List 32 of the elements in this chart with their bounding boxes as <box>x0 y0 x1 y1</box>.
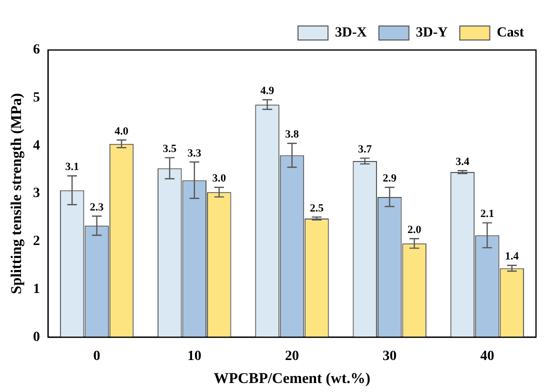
x-axis-title: WPCBP/Cement (wt.%) <box>214 370 370 387</box>
data-label: 3.5 <box>162 143 178 156</box>
x-tick-label: 40 <box>480 349 494 364</box>
y-tick-label: 6 <box>33 42 40 58</box>
data-label: 2.0 <box>407 224 422 236</box>
y-tick-label: 1 <box>33 282 40 297</box>
y-tick-label: 2 <box>33 234 40 250</box>
x-tick-label: 20 <box>285 349 299 364</box>
data-label: 3.1 <box>65 161 79 174</box>
data-label: 2.1 <box>480 208 494 220</box>
data-label: 2.9 <box>382 172 397 185</box>
data-label: 4.9 <box>260 85 275 98</box>
data-label: 1.4 <box>505 250 520 263</box>
data-label: 3.4 <box>456 156 470 168</box>
y-tick-label: 5 <box>33 90 40 106</box>
data-label: 2.3 <box>90 201 104 214</box>
y-tick-label: 4 <box>33 138 40 154</box>
data-label: 3.3 <box>188 147 202 160</box>
y-tick-label: 3 <box>33 186 40 202</box>
data-label: 3.8 <box>285 128 300 141</box>
data-label: 3.7 <box>358 144 372 156</box>
y-axis-title: Splitting tensile strength (MPa) <box>8 93 25 294</box>
legend-label: Cast <box>496 26 524 41</box>
data-label: 4.0 <box>114 125 129 138</box>
data-label: 2.5 <box>310 202 324 214</box>
data-label: 3.0 <box>212 172 226 185</box>
legend-label: 3D-Y <box>416 26 448 41</box>
x-tick-label: 30 <box>382 349 397 364</box>
y-tick-label: 0 <box>33 330 40 345</box>
x-tick-label: 0 <box>93 349 100 364</box>
legend-label: 3D-X <box>335 26 367 41</box>
x-tick-label: 10 <box>187 349 202 364</box>
